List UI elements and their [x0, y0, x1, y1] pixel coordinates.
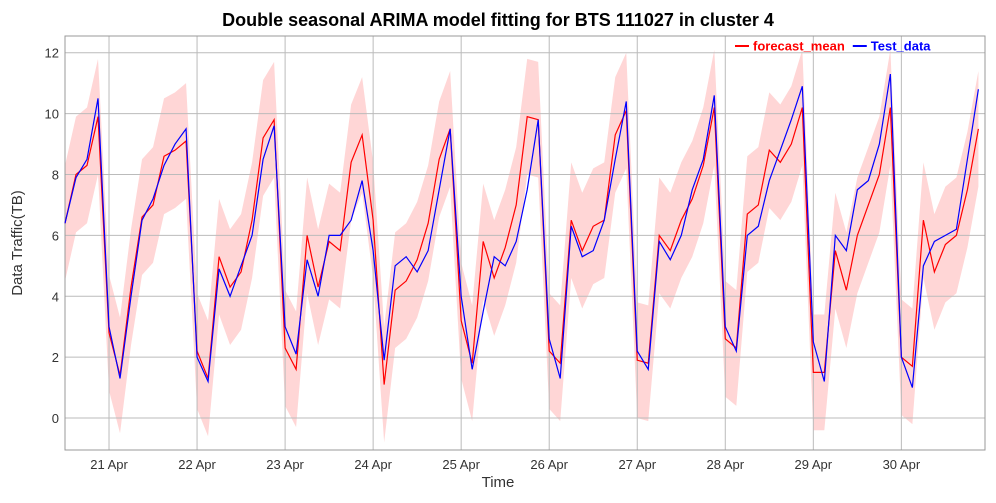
legend-label: Test_data: [871, 39, 931, 54]
y-axis-label: Data Traffic(TB): [9, 190, 26, 296]
x-tick-label: 30 Apr: [883, 457, 921, 472]
x-tick-label: 26 Apr: [530, 457, 568, 472]
x-tick-label: 21 Apr: [90, 457, 128, 472]
x-tick-label: 22 Apr: [178, 457, 216, 472]
x-tick-label: 24 Apr: [354, 457, 392, 472]
x-axis-label: Time: [482, 474, 515, 491]
y-tick-label: 2: [52, 350, 59, 365]
x-tick-label: 28 Apr: [706, 457, 744, 472]
plot-frame: [64, 35, 986, 451]
y-tick-label: 8: [52, 168, 59, 183]
x-tick-label: 25 Apr: [442, 457, 480, 472]
y-tick-label: 4: [52, 289, 59, 304]
y-tick-label: 10: [45, 107, 59, 122]
confidence-band: [65, 49, 979, 443]
x-tick-label: 27 Apr: [618, 457, 656, 472]
x-tick-label: 23 Apr: [266, 457, 304, 472]
x-tick-label: 29 Apr: [795, 457, 833, 472]
y-tick-label: 0: [52, 411, 59, 426]
chart-title: Double seasonal ARIMA model fitting for …: [222, 10, 774, 30]
legend-label: forecast_mean: [753, 39, 845, 54]
series-line: [64, 73, 979, 388]
y-tick-label: 6: [52, 228, 59, 243]
y-tick-label: 12: [45, 46, 59, 61]
